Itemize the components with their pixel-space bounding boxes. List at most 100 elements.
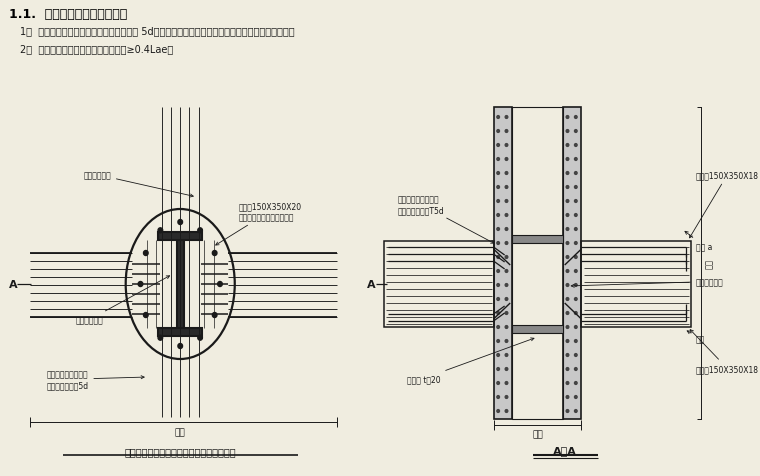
Circle shape — [497, 200, 499, 203]
Circle shape — [575, 130, 577, 133]
Text: 非转换层型钢圆柱与钢筋混凝土梁节点详图: 非转换层型钢圆柱与钢筋混凝土梁节点详图 — [125, 446, 236, 456]
Circle shape — [158, 336, 163, 340]
Circle shape — [566, 410, 568, 413]
Circle shape — [497, 270, 499, 273]
Circle shape — [575, 270, 577, 273]
Circle shape — [505, 186, 508, 189]
Circle shape — [566, 382, 568, 385]
Text: 2）  梁纵筋弯锚，满足水平段锚固长度≥0.4Lae。: 2） 梁纵筋弯锚，满足水平段锚固长度≥0.4Lae。 — [21, 44, 173, 54]
Circle shape — [505, 116, 508, 119]
Circle shape — [505, 200, 508, 203]
Circle shape — [575, 228, 577, 231]
Circle shape — [566, 144, 568, 147]
Bar — [176, 237, 184, 332]
Circle shape — [497, 382, 499, 385]
Circle shape — [505, 270, 508, 273]
Circle shape — [566, 326, 568, 329]
Circle shape — [144, 251, 148, 256]
Circle shape — [212, 251, 217, 256]
Bar — [581, 241, 692, 327]
Circle shape — [158, 228, 163, 233]
Bar — [384, 241, 493, 327]
Circle shape — [505, 214, 508, 217]
Circle shape — [575, 326, 577, 329]
Circle shape — [212, 313, 217, 318]
Circle shape — [566, 340, 568, 343]
Circle shape — [497, 256, 499, 259]
Circle shape — [505, 396, 508, 398]
Circle shape — [575, 284, 577, 287]
Text: A: A — [367, 279, 376, 289]
Circle shape — [217, 282, 222, 287]
Text: 柱高: 柱高 — [705, 258, 714, 268]
Circle shape — [178, 344, 182, 349]
Circle shape — [566, 158, 568, 161]
Circle shape — [497, 354, 499, 357]
Circle shape — [575, 144, 577, 147]
Circle shape — [505, 326, 508, 329]
Text: 钢牛腿150X350X18: 钢牛腿150X350X18 — [689, 170, 759, 238]
Text: 栓钉截断孔位: 栓钉截断孔位 — [83, 170, 193, 198]
Circle shape — [575, 354, 577, 357]
Circle shape — [575, 256, 577, 259]
Text: 钢牛腿150X350X20
设置宽翼缘、坡脚加劲位置: 钢牛腿150X350X20 设置宽翼缘、坡脚加劲位置 — [216, 202, 302, 246]
Text: 加劲肋 t＝20: 加劲肋 t＝20 — [407, 338, 534, 383]
Circle shape — [505, 242, 508, 245]
Circle shape — [566, 242, 568, 245]
Circle shape — [505, 256, 508, 259]
Circle shape — [566, 200, 568, 203]
Circle shape — [497, 312, 499, 315]
Text: 1.1.  梁纵筋与型钢柱连接方法: 1.1. 梁纵筋与型钢柱连接方法 — [9, 8, 128, 21]
Text: A－A: A－A — [553, 445, 577, 455]
Circle shape — [505, 368, 508, 371]
Circle shape — [497, 340, 499, 343]
Circle shape — [566, 228, 568, 231]
Text: 柱宽: 柱宽 — [532, 430, 543, 438]
Circle shape — [575, 410, 577, 413]
Circle shape — [497, 158, 499, 161]
Circle shape — [198, 228, 202, 233]
Circle shape — [505, 298, 508, 301]
Circle shape — [497, 130, 499, 133]
Circle shape — [566, 130, 568, 133]
Bar — [512, 325, 563, 333]
Circle shape — [505, 158, 508, 161]
Circle shape — [497, 186, 499, 189]
Text: 双面焊接于钢牛腿上
焊接长度不小于5d: 双面焊接于钢牛腿上 焊接长度不小于5d — [46, 370, 144, 389]
Circle shape — [575, 396, 577, 398]
Circle shape — [497, 228, 499, 231]
Circle shape — [178, 220, 182, 225]
Circle shape — [566, 214, 568, 217]
Circle shape — [505, 144, 508, 147]
Circle shape — [566, 284, 568, 287]
Circle shape — [505, 228, 508, 231]
Circle shape — [505, 410, 508, 413]
Circle shape — [566, 312, 568, 315]
Circle shape — [505, 172, 508, 175]
Bar — [493, 108, 512, 419]
Circle shape — [497, 284, 499, 287]
Text: 梁宽: 梁宽 — [175, 427, 185, 436]
Text: A: A — [8, 279, 17, 289]
Circle shape — [505, 130, 508, 133]
Circle shape — [497, 214, 499, 217]
Circle shape — [566, 396, 568, 398]
Circle shape — [575, 200, 577, 203]
Circle shape — [138, 282, 143, 287]
Circle shape — [497, 396, 499, 398]
Circle shape — [566, 298, 568, 301]
Circle shape — [497, 144, 499, 147]
Text: 钢牛腿150X350X18: 钢牛腿150X350X18 — [690, 330, 759, 373]
Text: 栓钉截断孔位: 栓钉截断孔位 — [572, 278, 724, 288]
Circle shape — [566, 270, 568, 273]
Circle shape — [505, 354, 508, 357]
Text: 余割: 余割 — [687, 331, 705, 343]
Text: 型钢钢柱腹板: 型钢钢柱腹板 — [76, 276, 169, 324]
Circle shape — [144, 313, 148, 318]
Bar — [563, 108, 581, 419]
Circle shape — [566, 354, 568, 357]
Circle shape — [497, 242, 499, 245]
Text: 双面焊接于钢牛腿上
焊接长度不小于T5d: 双面焊接于钢牛腿上 焊接长度不小于T5d — [397, 195, 494, 244]
Circle shape — [575, 368, 577, 371]
Circle shape — [497, 326, 499, 329]
